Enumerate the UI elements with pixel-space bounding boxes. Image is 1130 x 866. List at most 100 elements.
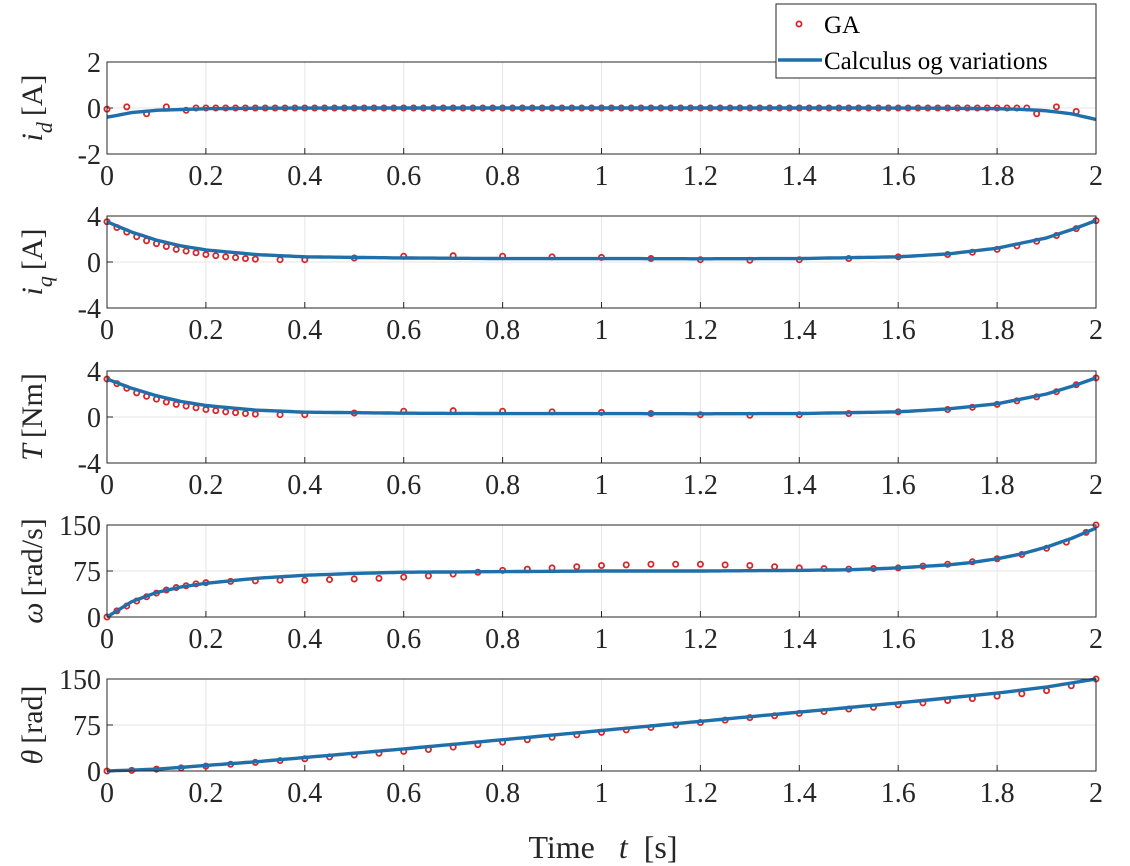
x-tick-label: 0 — [100, 470, 114, 501]
ga-point — [222, 253, 230, 261]
y-label-symbol: T — [16, 442, 49, 461]
y-axis-label: id [A] — [16, 75, 57, 142]
x-tick-label: 1.4 — [782, 161, 817, 192]
ga-point — [182, 247, 190, 255]
ga-point — [232, 254, 240, 262]
x-tick-label: 0.6 — [386, 624, 421, 655]
y-axis-label: T [Nm] — [16, 373, 49, 461]
x-tick-label: 0.6 — [386, 778, 421, 809]
plot-border — [106, 678, 1097, 772]
ga-point — [301, 576, 309, 584]
x-tick-label: 0.2 — [188, 315, 223, 346]
y-axis-label: θ [rad] — [16, 685, 49, 764]
y-tick-label: 0 — [87, 248, 101, 279]
x-tick-label: 1 — [595, 470, 609, 501]
x-label-unit: [s] — [644, 829, 678, 865]
x-tick-label: 1.8 — [980, 778, 1015, 809]
x-tick-label: 1.2 — [683, 470, 718, 501]
cov-series-line — [106, 677, 1097, 773]
y-tick-label: 0 — [87, 403, 101, 434]
y-tick-label: 150 — [59, 511, 101, 542]
y-label-subscript: d — [32, 121, 57, 133]
ga-point — [172, 245, 180, 253]
ga-point — [598, 561, 606, 569]
x-tick-label: 1.8 — [980, 624, 1015, 655]
x-tick-label: 1 — [595, 624, 609, 655]
x-tick-label: 2 — [1089, 624, 1103, 655]
ga-point — [241, 410, 249, 418]
x-tick-label: 1 — [595, 778, 609, 809]
y-label-symbol: θ — [16, 750, 49, 765]
x-tick-label: 0 — [100, 161, 114, 192]
y-tick-label: 0 — [87, 757, 101, 788]
cov-series-line — [106, 526, 1097, 619]
y-label-symbol: i — [16, 133, 49, 141]
y-tick-label: 2 — [87, 48, 101, 79]
y-label-subscript: q — [32, 276, 57, 287]
x-tick-label: 1.4 — [782, 778, 817, 809]
x-tick-label: 1.2 — [683, 778, 718, 809]
x-tick-label: 1.8 — [980, 161, 1015, 192]
x-tick-label: 0 — [100, 778, 114, 809]
x-tick-label: 0.2 — [188, 470, 223, 501]
x-label-var: t — [619, 829, 629, 865]
x-tick-label: 0.8 — [485, 470, 520, 501]
cov-series-line — [106, 106, 1097, 122]
x-tick-label: 0.4 — [287, 470, 322, 501]
x-tick-label: 0.8 — [485, 315, 520, 346]
ga-point — [212, 252, 220, 260]
legend-box — [775, 3, 1097, 79]
ga-point — [350, 575, 358, 583]
x-axis-label: Time t [s] — [528, 829, 677, 865]
ga-point — [1052, 103, 1060, 111]
x-tick-label: 1.4 — [782, 624, 817, 655]
legend-cov-label: Calculus og variations — [824, 48, 1048, 75]
plot-border — [106, 524, 1097, 618]
ga-point — [375, 574, 383, 582]
ga-point — [721, 561, 729, 569]
ga-point — [123, 103, 131, 111]
y-tick-label: 4 — [87, 357, 101, 388]
subplot-4: 0 0.2 0.4 0.6 0.8 1 1.2 1.4 1.6 1.8 2 0 75 150 ω [rad/s… — [16, 511, 1103, 655]
ga-point — [222, 408, 230, 416]
x-tick-label: 2 — [1089, 778, 1103, 809]
y-label-symbol: ω — [16, 603, 49, 624]
x-tick-label: 1.4 — [782, 470, 817, 501]
y-tick-label: -4 — [78, 449, 101, 480]
y-label-unit: [A] — [16, 75, 49, 117]
legend-ga-label: GA — [824, 12, 860, 39]
y-tick-label: -2 — [78, 140, 101, 171]
x-tick-label: 0 — [100, 624, 114, 655]
y-label-unit: [Nm] — [16, 373, 49, 438]
x-tick-label: 0 — [100, 315, 114, 346]
x-tick-label: 0.6 — [386, 315, 421, 346]
y-axis-label: iq [A] — [16, 229, 57, 296]
ga-point — [696, 560, 704, 568]
y-label-unit: [rad] — [16, 685, 49, 743]
y-tick-label: 0 — [87, 603, 101, 634]
ga-point — [232, 409, 240, 417]
y-tick-label: 75 — [73, 557, 101, 588]
x-tick-label: 1.6 — [881, 161, 916, 192]
cov-series-line — [106, 219, 1097, 261]
ga-point — [400, 573, 408, 581]
ga-point — [326, 576, 334, 584]
x-tick-label: 1.6 — [881, 624, 916, 655]
y-axis-label: ω [rad/s] — [16, 518, 49, 623]
x-tick-label: 0.4 — [287, 778, 322, 809]
y-tick-label: 75 — [73, 711, 101, 742]
x-tick-label: 1.2 — [683, 161, 718, 192]
subplot-5: 0 0.2 0.4 0.6 0.8 1 1.2 1.4 1.6 1.8 2 0 75 150 θ [rad] — [16, 665, 1103, 809]
plot-border — [106, 370, 1097, 464]
ga-point — [251, 255, 259, 263]
x-tick-label: 0.6 — [386, 161, 421, 192]
x-tick-label: 0.8 — [485, 161, 520, 192]
ga-point — [241, 255, 249, 263]
legend-ga-marker — [795, 20, 803, 28]
x-tick-label: 1 — [595, 315, 609, 346]
x-tick-label: 1.2 — [683, 315, 718, 346]
